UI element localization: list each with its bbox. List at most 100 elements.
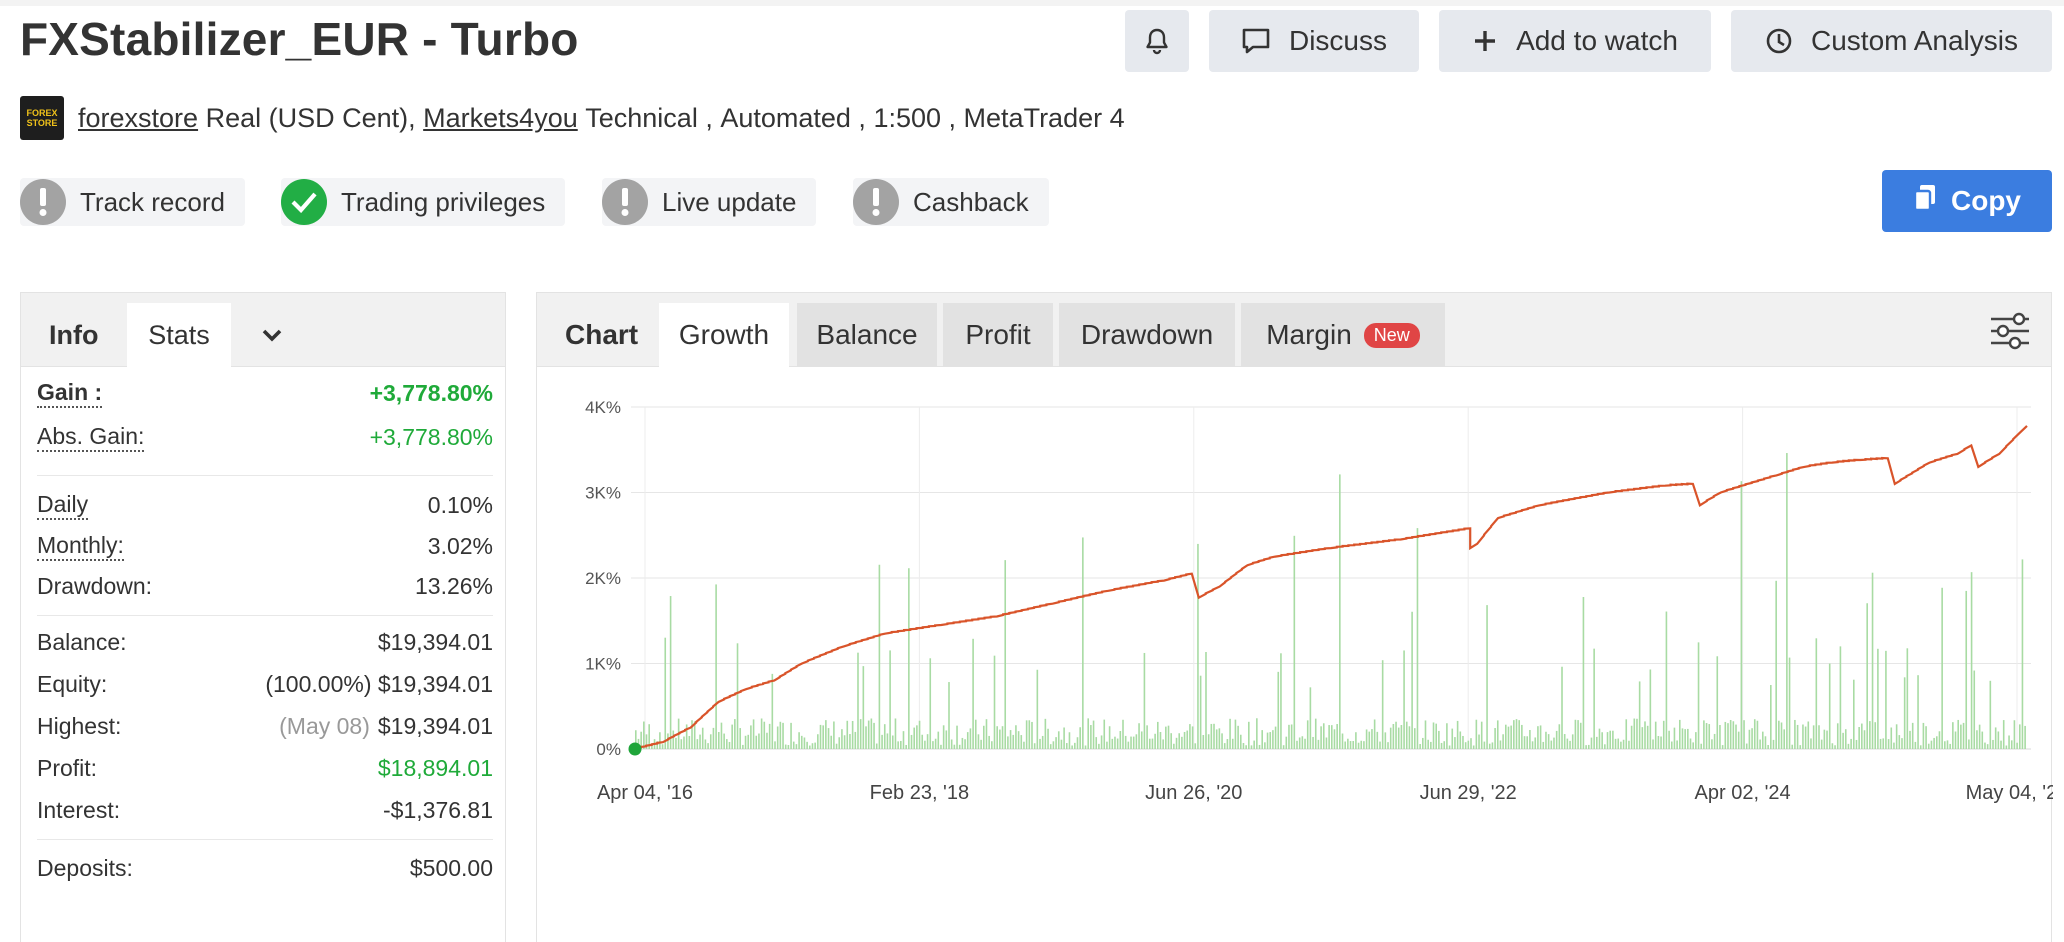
tab-info[interactable]: Info — [49, 319, 99, 350]
volume-bar — [1590, 737, 1593, 749]
volume-bar — [734, 719, 736, 749]
stat-label: Profit: — [37, 755, 98, 781]
volume-bar — [1261, 730, 1263, 749]
volume-bar — [838, 737, 841, 749]
discuss-button[interactable]: Discuss — [1209, 10, 1419, 72]
volume-bar — [991, 741, 993, 749]
stat-label: Deposits: — [37, 855, 133, 881]
copy-button[interactable]: Copy — [1882, 170, 2052, 232]
stat-label[interactable]: Gain : — [37, 379, 103, 408]
notify-button[interactable] — [1125, 10, 1189, 72]
volume-bar — [1740, 481, 1743, 749]
volume-bar — [1657, 735, 1660, 749]
volume-bar — [1344, 741, 1346, 749]
volume-bar — [878, 564, 881, 749]
volume-bar — [1604, 744, 1606, 749]
volume-bar — [1464, 742, 1467, 749]
volume-bar — [966, 732, 969, 749]
volume-bar — [1660, 736, 1662, 749]
volume-bar — [1569, 740, 1571, 749]
volume-bar — [1095, 737, 1098, 749]
tab-drawdown[interactable]: Drawdown — [1059, 303, 1235, 367]
volume-bar — [1397, 727, 1400, 749]
volume-bar — [1799, 745, 1802, 749]
volume-bar — [747, 734, 750, 749]
volume-bar — [1952, 722, 1954, 749]
add-to-watch-button[interactable]: Add to watch — [1439, 10, 1711, 72]
volume-bar — [1780, 722, 1783, 749]
comment-icon — [1241, 27, 1271, 55]
volume-bar — [1630, 725, 1633, 749]
badge-track-record[interactable]: Track record — [20, 178, 245, 226]
badge-live-update[interactable]: Live update — [602, 178, 817, 226]
stat-deposits: Deposits: $500.00 — [37, 855, 493, 882]
badge-label: Trading privileges — [341, 186, 546, 217]
volume-bar — [667, 733, 669, 749]
volume-bar — [1919, 745, 1922, 749]
volume-bar — [1767, 744, 1769, 749]
volume-bar — [1004, 560, 1007, 749]
volume-bar — [1087, 718, 1089, 749]
volume-bar — [1620, 741, 1622, 749]
tab-balance[interactable]: Balance — [797, 303, 937, 367]
owner-link[interactable]: forexstore — [78, 102, 199, 133]
tab-growth[interactable]: Growth — [659, 303, 789, 367]
tab-stats[interactable]: Stats — [127, 303, 231, 367]
badge-cashback[interactable]: Cashback — [853, 178, 1049, 226]
chevron-down-icon[interactable] — [261, 303, 283, 367]
volume-bar — [1539, 725, 1542, 749]
volume-bar — [1486, 605, 1488, 749]
volume-bar — [1906, 648, 1909, 749]
badge-trading-privileges[interactable]: Trading privileges — [281, 178, 566, 226]
volume-bar — [1456, 720, 1459, 749]
growth-chart[interactable]: 0% 1K% 2K% 3K% 4K% Apr 04, '16 Feb 23, '18 Jun … — [537, 367, 2064, 942]
stat-label[interactable]: Abs. Gain: — [37, 423, 145, 452]
stat-label[interactable]: Daily — [37, 491, 89, 520]
volume-bar — [2010, 740, 2013, 749]
volume-bar — [1055, 737, 1057, 749]
volume-bar — [701, 727, 704, 749]
tab-margin[interactable]: Margin New — [1241, 303, 1445, 367]
volume-bar — [1012, 734, 1015, 749]
volume-bar — [1116, 738, 1119, 749]
volume-bar — [1339, 474, 1341, 749]
volume-bar — [1379, 741, 1381, 749]
volume-bar — [1157, 721, 1159, 749]
volume-bar — [1422, 737, 1424, 749]
volume-bar — [712, 727, 715, 749]
volume-bar — [1748, 729, 1751, 749]
volume-bar — [1681, 728, 1684, 749]
volume-bar — [1301, 736, 1304, 749]
volume-bar — [1976, 730, 1978, 749]
y-tick-label: 0% — [596, 740, 621, 759]
volume-bar — [1138, 723, 1140, 749]
volume-bar — [830, 735, 833, 749]
broker-link[interactable]: Markets4you — [423, 102, 578, 133]
volume-bar — [1074, 742, 1076, 749]
volume-bar — [1320, 726, 1322, 749]
stat-value: (May 08) $19,394.01 — [279, 713, 493, 739]
volume-bar — [1887, 739, 1890, 749]
volume-bar — [645, 734, 648, 749]
volume-bar — [977, 734, 980, 749]
volume-bar — [937, 731, 940, 749]
volume-bar — [1015, 725, 1017, 749]
volume-bar — [1935, 736, 1938, 749]
volume-bar — [974, 719, 977, 749]
volume-bar — [1488, 743, 1491, 749]
volume-bar — [1191, 726, 1194, 749]
volume-bar — [1341, 733, 1344, 749]
stat-profit: Profit: $18,894.01 — [37, 755, 493, 782]
volume-bar — [1103, 719, 1106, 749]
stat-label: Highest: — [37, 713, 122, 739]
volume-bar — [1186, 730, 1189, 749]
volume-bar — [1405, 721, 1408, 749]
tab-profit[interactable]: Profit — [943, 303, 1053, 367]
custom-analysis-button[interactable]: Custom Analysis — [1731, 10, 2052, 72]
volume-bar — [865, 726, 867, 749]
chart-settings-icon[interactable] — [1989, 311, 2031, 356]
stat-label[interactable]: Monthly: — [37, 532, 124, 561]
stat-value: $500.00 — [409, 855, 493, 881]
volume-bar — [849, 734, 851, 749]
volume-bar — [900, 740, 902, 749]
